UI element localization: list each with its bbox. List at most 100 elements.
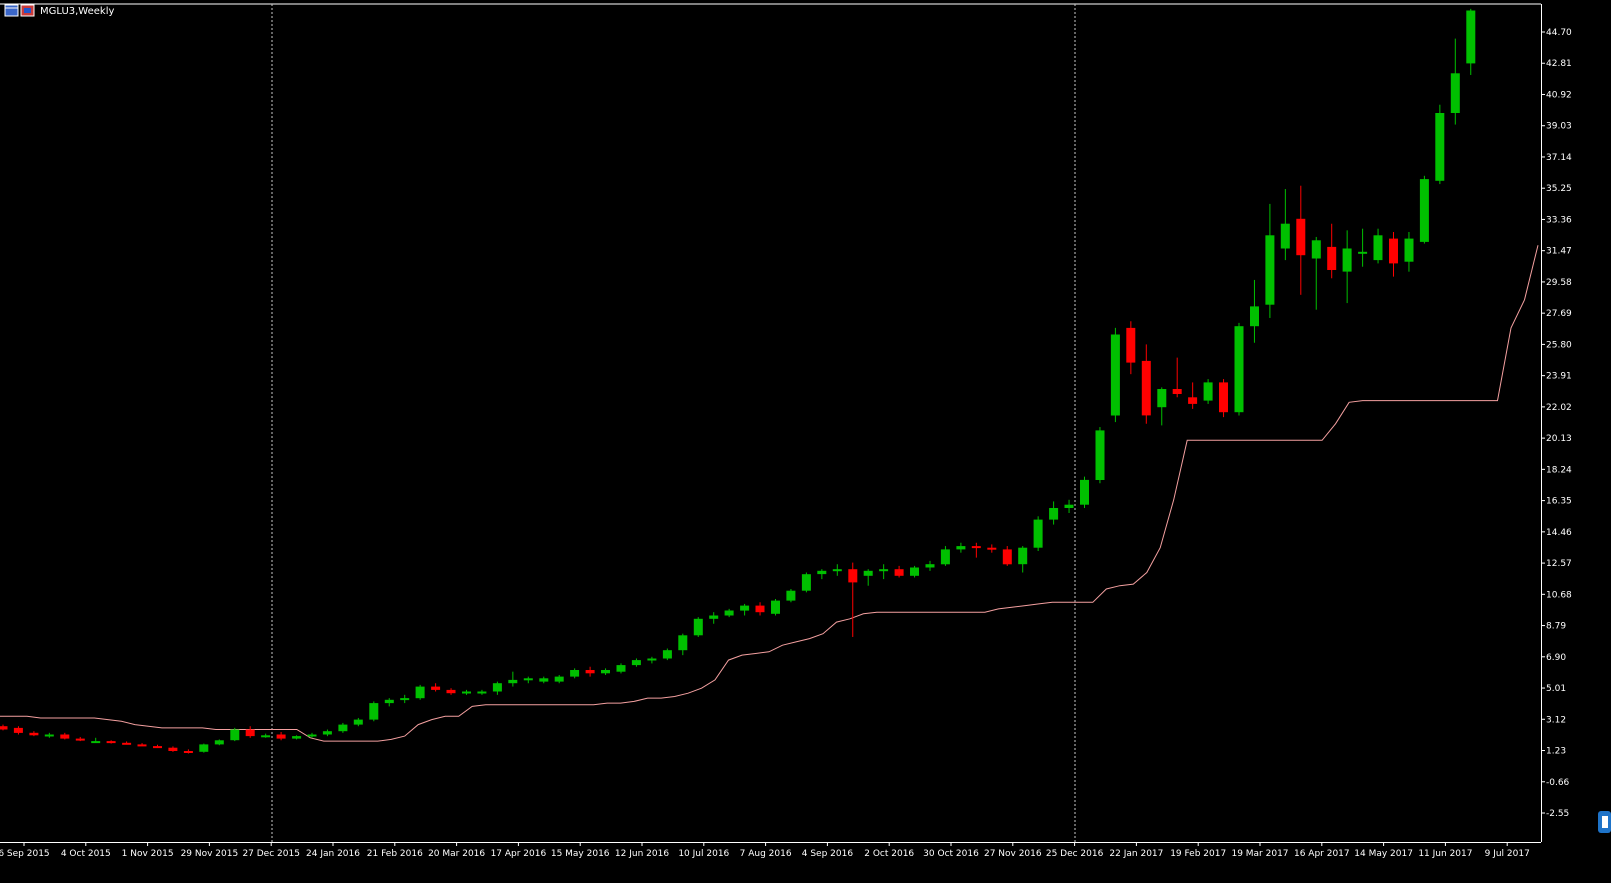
candle	[276, 732, 286, 741]
candle	[1049, 501, 1059, 525]
candle	[693, 617, 703, 637]
candle	[292, 735, 302, 740]
candle-body	[75, 738, 85, 741]
candle	[1203, 379, 1213, 404]
chart-window-icon	[4, 4, 19, 17]
candle-body	[168, 747, 178, 751]
price-axis[interactable]: 44.70 42.81 40.92 39.03 37.14 35.25 33.36 31.47…	[1541, 4, 1572, 842]
candle	[122, 741, 132, 745]
candle	[894, 565, 904, 578]
candle	[245, 726, 255, 738]
candle-body	[400, 698, 410, 701]
candle-body	[1018, 547, 1028, 565]
candle	[1342, 230, 1352, 304]
candle	[1141, 344, 1151, 424]
candle-body	[1435, 113, 1445, 181]
candle-body	[1126, 327, 1136, 363]
candle	[199, 743, 209, 753]
candle	[910, 565, 919, 578]
candle-body	[817, 570, 827, 575]
candle-body	[1327, 246, 1337, 270]
candle-body	[1311, 240, 1321, 259]
candle-body	[801, 574, 811, 591]
candle	[987, 544, 997, 553]
candle	[1219, 379, 1228, 418]
time-tick-label: 27 Dec 2015	[242, 849, 300, 859]
price-tick-label: -2.55	[1546, 809, 1569, 819]
price-tick-label: 37.14	[1546, 153, 1572, 163]
candle	[492, 681, 502, 695]
candle-body	[1466, 10, 1476, 64]
candle-body	[616, 665, 626, 672]
candle-body	[183, 751, 193, 753]
candle	[925, 560, 935, 571]
price-tick-label: 12.57	[1546, 559, 1572, 569]
candle	[508, 671, 518, 687]
candle	[1033, 516, 1043, 552]
candle	[1234, 322, 1244, 416]
candle-body	[353, 719, 363, 725]
candle	[183, 749, 193, 754]
time-tick-label: 19 Mar 2017	[1231, 849, 1288, 859]
time-tick-label: 22 Jan 2017	[1109, 849, 1163, 859]
candle-body	[786, 590, 796, 601]
candle-body	[539, 678, 549, 682]
price-tick-label: 1.23	[1546, 747, 1566, 757]
candle	[585, 666, 595, 677]
price-tick-label: 33.36	[1546, 215, 1572, 225]
candle-body	[1373, 235, 1383, 261]
price-tick-label: 25.80	[1546, 340, 1572, 350]
price-tick-label: 8.79	[1546, 622, 1566, 632]
time-tick-label: 25 Dec 2016	[1046, 849, 1104, 859]
auto-scroll-icon[interactable]	[1598, 811, 1611, 833]
time-tick-label: 16 Apr 2017	[1294, 849, 1350, 859]
candle-body	[1404, 238, 1414, 262]
candle-body	[122, 742, 132, 745]
price-tick-label: 3.12	[1546, 715, 1566, 725]
candle	[462, 689, 471, 695]
candle	[1373, 228, 1383, 264]
time-tick-label: 30 Oct 2016	[923, 849, 979, 859]
plot-area[interactable]	[0, 3, 1541, 842]
price-tick-label: 18.24	[1546, 465, 1572, 475]
candle-body	[1188, 397, 1198, 404]
price-tick-label: 22.02	[1546, 403, 1572, 413]
time-tick-label: 15 May 2016	[551, 849, 610, 859]
candle	[1311, 236, 1321, 310]
candle-body	[492, 683, 502, 692]
candle-body	[910, 567, 919, 576]
price-tick-label: 6.90	[1546, 653, 1566, 663]
candle-body	[832, 569, 842, 572]
price-tick-label: 20.13	[1546, 434, 1572, 444]
candle-body	[1296, 218, 1306, 256]
time-tick-label: 12 Jun 2016	[615, 849, 669, 859]
time-tick-label: 9 Jul 2017	[1485, 849, 1530, 859]
candle-body	[137, 744, 147, 747]
candle	[832, 564, 842, 576]
candle	[230, 727, 240, 742]
time-tick-label: 7 Aug 2016	[740, 849, 792, 859]
candle-body	[307, 734, 317, 737]
candle-body	[570, 670, 580, 677]
time-axis[interactable]: 6 Sep 2015 4 Oct 2015 1 Nov 2015 29 Nov 201…	[0, 842, 1541, 859]
candle	[338, 722, 348, 733]
candle	[29, 731, 39, 737]
price-tick-label: 14.46	[1546, 528, 1572, 538]
candle	[971, 542, 981, 558]
candle	[153, 744, 162, 749]
price-tick-label: 35.25	[1546, 184, 1572, 194]
candle	[1296, 185, 1306, 295]
candle-body	[662, 650, 672, 659]
candle	[307, 732, 317, 738]
candle	[0, 724, 8, 731]
candle-body	[29, 732, 39, 736]
candle	[1419, 175, 1429, 244]
candle	[1126, 321, 1136, 375]
candle	[1358, 228, 1368, 267]
candle-body	[894, 569, 904, 576]
candle-body	[261, 735, 271, 738]
candle-body	[709, 615, 719, 619]
time-tick-label: 21 Feb 2016	[367, 849, 423, 859]
candle-body	[13, 727, 23, 733]
